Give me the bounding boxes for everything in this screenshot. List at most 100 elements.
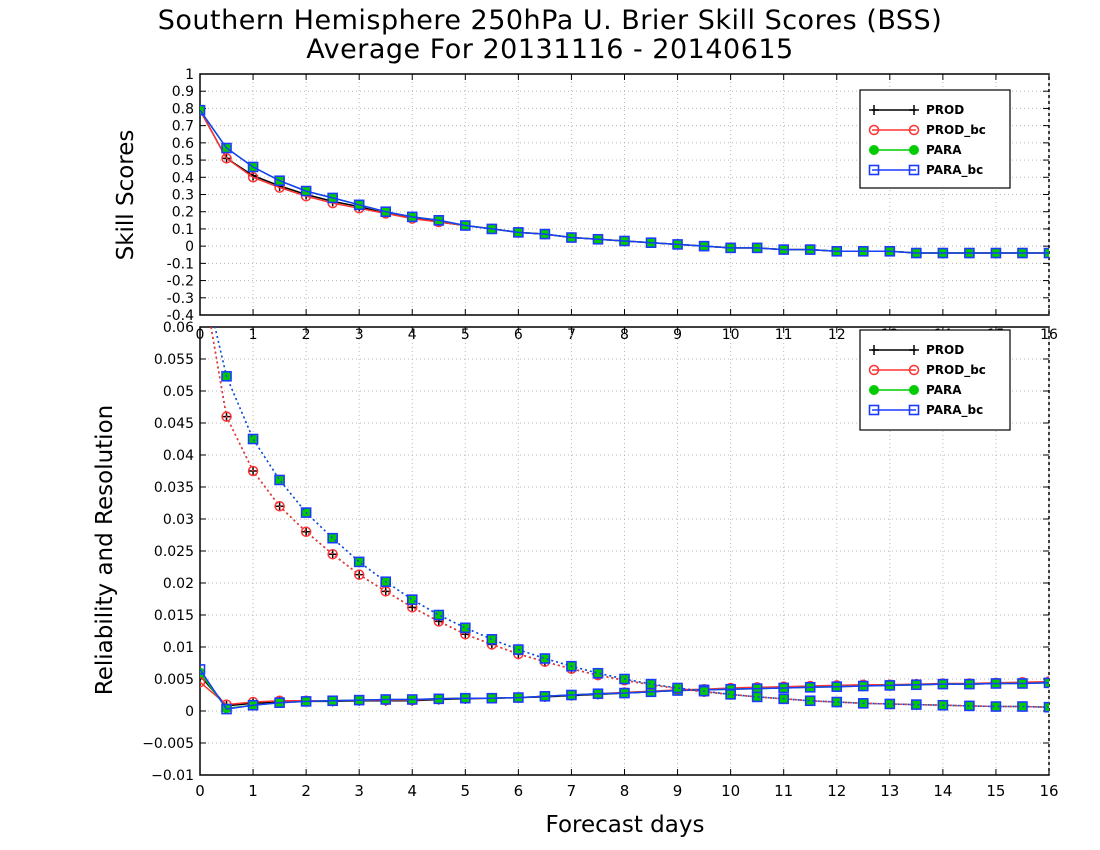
- bottom-y-tick-label: 0: [185, 704, 194, 720]
- bottom-x-tick-label: 13: [880, 782, 899, 800]
- bottom-legend-label-PARA: PARA: [926, 383, 962, 397]
- top-marker-PARA_bc: [513, 227, 524, 238]
- bottom-x-tick-label: 11: [774, 782, 793, 800]
- bottom-marker-PARA_bc: [539, 690, 551, 702]
- top-marker-PARA: [200, 105, 205, 116]
- chart-title: Southern Hemisphere 250hPa U. Brier Skil…: [157, 5, 943, 36]
- bottom-legend-marker-PARA: [909, 385, 919, 395]
- top-legend-label-PARA_bc: PARA_bc: [926, 163, 983, 178]
- bottom-marker-PARA_bc: [353, 556, 365, 568]
- top-marker-PARA_bc: [911, 247, 922, 259]
- bottom-marker-PARA: [433, 610, 444, 620]
- top-marker-PROD_bc: [247, 172, 259, 183]
- top-marker-PARA_bc: [406, 211, 418, 223]
- bottom-marker-PARA_bc: [698, 685, 710, 697]
- bottom-marker-PARA_bc: [964, 700, 975, 712]
- bottom-marker-PARA_bc: [884, 698, 896, 710]
- bottom-line-PARA_bc: [200, 668, 1049, 710]
- top-legend-marker-PARA_bc: [868, 164, 880, 176]
- bottom-x-tick-label: 5: [461, 782, 471, 800]
- top-marker-PARA_bc: [778, 244, 789, 255]
- bottom-marker-PARA_bc: [751, 691, 763, 703]
- top-marker-PARA_bc: [221, 142, 232, 154]
- bottom-marker-PARA_bc: [300, 696, 312, 707]
- top-marker-PARA_bc: [486, 223, 498, 235]
- bottom-marker-PARA_bc: [380, 694, 392, 705]
- top-marker-PARA_bc: [698, 240, 710, 252]
- bottom-legend-label-PROD: PROD: [926, 343, 964, 357]
- bottom-marker-PROD: [301, 526, 312, 537]
- top-marker-PROD_bc: [221, 153, 232, 164]
- bottom-marker-PARA: [248, 434, 259, 444]
- bottom-marker-PARA_bc: [513, 644, 524, 655]
- top-marker-PARA_bc: [353, 199, 365, 211]
- top-y-tick-label: 0.3: [172, 188, 194, 204]
- top-marker-PARA_bc: [751, 242, 763, 254]
- top-y-tick-label: 0.7: [172, 119, 194, 135]
- bottom-y-tick-label: 0.06: [163, 320, 194, 336]
- bottom-marker-PARA: [460, 622, 471, 633]
- bottom-legend-marker-PROD: [869, 345, 879, 355]
- bottom-y-tick-label: 0.055: [154, 352, 194, 368]
- bottom-marker-PARA_bc: [990, 678, 1002, 689]
- top-marker-PARA_bc: [274, 175, 285, 187]
- bottom-x-tick-label: 6: [514, 782, 524, 800]
- top-y-tick-label: 1: [185, 67, 194, 83]
- bottom-legend-marker-PARA: [869, 385, 879, 395]
- bottom-marker-PARA_bc: [645, 678, 657, 690]
- bottom-marker-PARA_bc: [274, 697, 285, 708]
- top-legend-box: [859, 89, 1011, 189]
- bottom-y-tick-label: −0.005: [142, 736, 194, 752]
- bottom-marker-PARA_bc: [247, 433, 259, 445]
- bottom-x-tick-label: 1: [248, 782, 258, 800]
- bottom-y-tick-label: 0.01: [163, 640, 194, 656]
- bottom-marker-PARA_bc: [566, 689, 577, 701]
- top-marker-PARA_bc: [645, 237, 657, 248]
- top-marker-PARA_bc: [831, 246, 843, 257]
- top-marker-PARA_bc: [433, 215, 445, 226]
- top-legend-label-PARA: PARA: [926, 143, 962, 157]
- bottom-marker-PARA_bc: [460, 692, 471, 704]
- bottom-marker-PARA_bc: [433, 693, 445, 705]
- bottom-marker-PARA_bc: [911, 699, 922, 710]
- top-marker-PARA_bc: [725, 242, 736, 254]
- bottom-series-PARA_bc-reliability: [200, 664, 1049, 715]
- top-y-tick-label: 0.8: [172, 101, 194, 117]
- bottom-marker-PARA_bc: [619, 687, 630, 699]
- bottom-y-tick-label: 0.05: [163, 384, 194, 400]
- bottom-y-tick-label: 0.005: [154, 672, 194, 688]
- top-marker-PARA_bc: [539, 228, 551, 240]
- top-y-tick-label: 0.2: [172, 205, 194, 221]
- top-legend-marker-PROD: [869, 105, 879, 115]
- bottom-marker-PARA_bc: [380, 576, 392, 588]
- top-y-tick-label: 0.9: [172, 84, 194, 100]
- bottom-x-tick-label: 3: [354, 782, 364, 800]
- bottom-marker-PROD: [327, 549, 338, 560]
- top-legend-marker-PROD_bc: [908, 124, 920, 136]
- top-marker-PARA_bc: [380, 206, 392, 218]
- top-legend-marker-PROD: [909, 105, 919, 115]
- bottom-marker-PARA_bc: [911, 679, 922, 691]
- bottom-marker-PARA_bc: [804, 695, 816, 707]
- top-marker-PARA_bc: [566, 232, 577, 243]
- top-marker-PARA_bc: [804, 244, 816, 255]
- top-marker-PARA_bc: [990, 247, 1002, 259]
- bottom-marker-PROD_bc: [353, 569, 365, 580]
- chart-subtitle: Average For 20131116 - 20140615: [306, 34, 794, 65]
- top-legend-marker-PARA: [869, 145, 879, 155]
- bottom-marker-PARA_bc: [619, 673, 630, 685]
- bottom-marker-PARA_bc: [327, 532, 338, 544]
- bottom-y-tick-label: 0.035: [154, 480, 194, 496]
- top-line-PARA_bc: [200, 109, 1049, 254]
- bottom-legend-marker-PARA_bc: [908, 404, 920, 416]
- bottom-marker-PARA_bc: [1017, 678, 1028, 689]
- top-y-tick-label: -0.1: [167, 256, 194, 272]
- top-legend-label-PROD: PROD: [926, 103, 964, 117]
- bottom-marker-PARA_bc: [937, 678, 949, 690]
- bottom-marker-PARA_bc: [1043, 677, 1049, 689]
- top-marker-PARA_bc: [1043, 247, 1049, 259]
- bottom-marker-PARA_bc: [200, 664, 206, 675]
- bottom-line-PARA_bc: [214, 327, 1049, 708]
- top-marker-PARA_bc: [884, 246, 896, 257]
